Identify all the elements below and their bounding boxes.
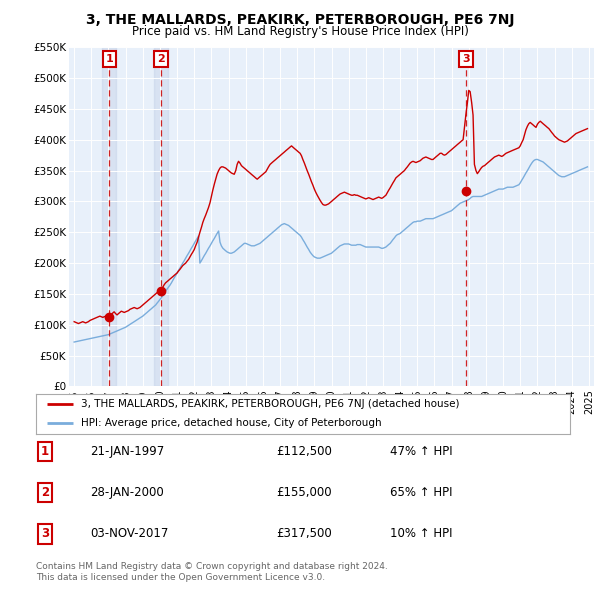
Text: 47% ↑ HPI: 47% ↑ HPI (390, 445, 452, 458)
Text: 1: 1 (41, 445, 49, 458)
Text: £155,000: £155,000 (276, 486, 332, 499)
Text: £317,500: £317,500 (276, 527, 332, 540)
Text: 1: 1 (106, 54, 113, 64)
Text: 3: 3 (41, 527, 49, 540)
Text: HPI: Average price, detached house, City of Peterborough: HPI: Average price, detached house, City… (82, 418, 382, 428)
Text: 2: 2 (41, 486, 49, 499)
Bar (103, 47, 116, 386)
Text: 10% ↑ HPI: 10% ↑ HPI (390, 527, 452, 540)
Text: £112,500: £112,500 (276, 445, 332, 458)
Text: 65% ↑ HPI: 65% ↑ HPI (390, 486, 452, 499)
Text: 2: 2 (157, 54, 165, 64)
Bar (154, 47, 168, 386)
Text: 3, THE MALLARDS, PEAKIRK, PETERBOROUGH, PE6 7NJ: 3, THE MALLARDS, PEAKIRK, PETERBOROUGH, … (86, 13, 514, 27)
Text: Price paid vs. HM Land Registry's House Price Index (HPI): Price paid vs. HM Land Registry's House … (131, 25, 469, 38)
Text: 03-NOV-2017: 03-NOV-2017 (90, 527, 169, 540)
Text: 28-JAN-2000: 28-JAN-2000 (90, 486, 164, 499)
Text: Contains HM Land Registry data © Crown copyright and database right 2024.
This d: Contains HM Land Registry data © Crown c… (36, 562, 388, 582)
Text: 3: 3 (462, 54, 470, 64)
Text: 3, THE MALLARDS, PEAKIRK, PETERBOROUGH, PE6 7NJ (detached house): 3, THE MALLARDS, PEAKIRK, PETERBOROUGH, … (82, 399, 460, 409)
Text: 21-JAN-1997: 21-JAN-1997 (90, 445, 164, 458)
